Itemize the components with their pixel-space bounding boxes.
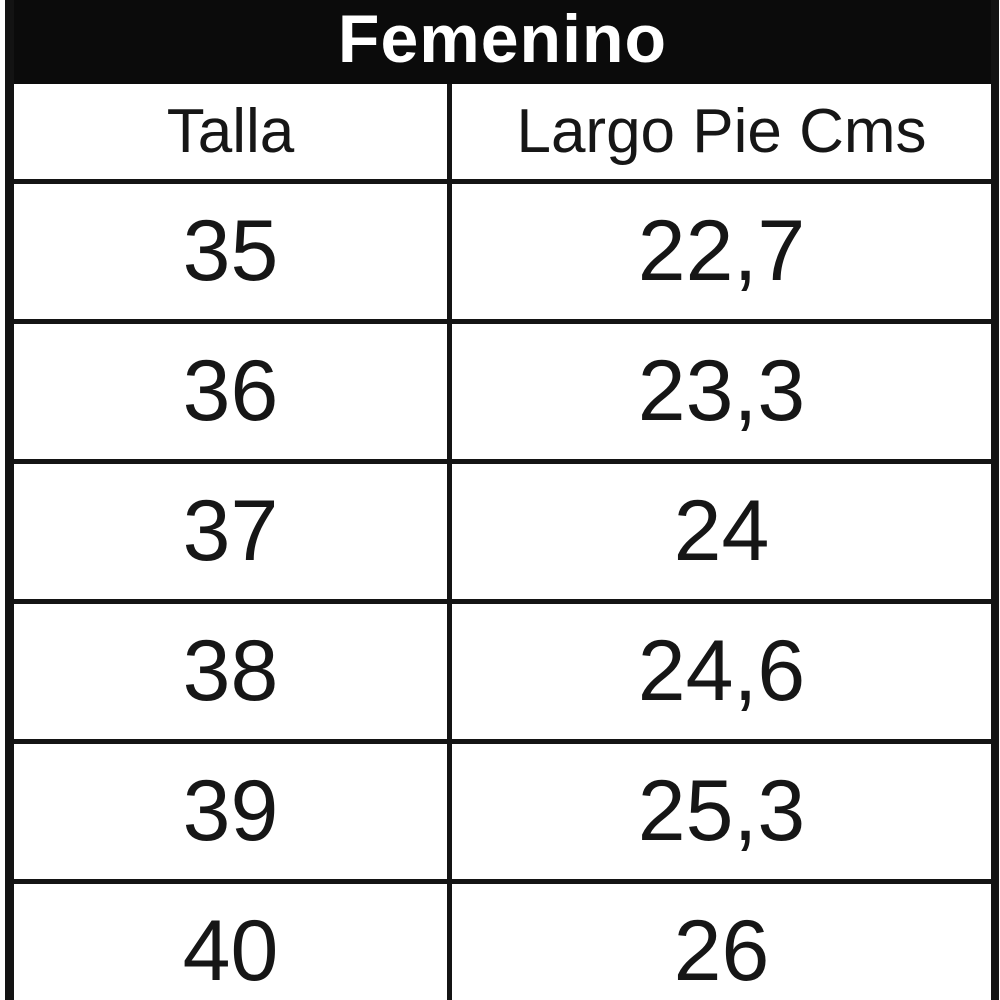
cell-talla: 37 <box>14 464 452 599</box>
cell-talla: 39 <box>14 744 452 879</box>
column-header-talla: Talla <box>14 84 452 179</box>
cell-largo: 25,3 <box>637 763 806 859</box>
cell-talla: 35 <box>14 184 452 319</box>
table-title-bar: Femenino <box>14 0 991 84</box>
size-table: Femenino Talla Largo Pie Cms 35 22,7 36 … <box>5 0 999 1000</box>
table-row: 39 25,3 <box>14 744 991 884</box>
cell-largo: 24,6 <box>637 623 806 719</box>
column-header-largo-pie-cms: Largo Pie Cms <box>516 97 927 166</box>
table-row: 35 22,7 <box>14 184 991 324</box>
cell-largo: 26 <box>673 903 770 999</box>
cell-talla: 40 <box>14 884 452 1000</box>
cell-largo: 22,7 <box>637 203 806 299</box>
table-header-row: Talla Largo Pie Cms <box>14 84 991 184</box>
table-row: 36 23,3 <box>14 324 991 464</box>
cell-largo: 23,3 <box>637 343 806 439</box>
table-row: 40 26 <box>14 884 991 1000</box>
table-row: 37 24 <box>14 464 991 604</box>
cell-largo: 24 <box>673 483 770 579</box>
cell-talla: 38 <box>14 604 452 739</box>
table-title: Femenino <box>337 1 668 77</box>
table-row: 38 24,6 <box>14 604 991 744</box>
cell-talla: 36 <box>14 324 452 459</box>
